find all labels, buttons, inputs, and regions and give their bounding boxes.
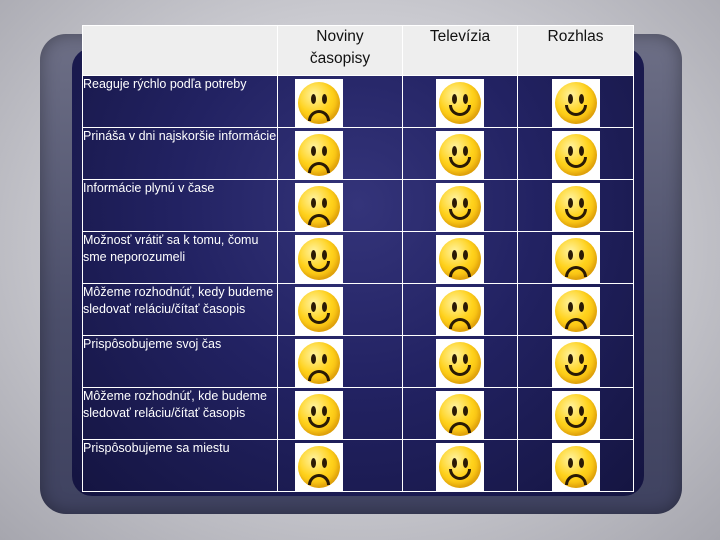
happy-face-icon — [439, 446, 481, 488]
rating-cell — [517, 439, 634, 492]
rating-cell — [517, 231, 634, 284]
sad-face-icon — [297, 82, 340, 124]
icon-box — [294, 183, 343, 231]
rating-cell — [277, 231, 403, 284]
rating-cell — [402, 283, 518, 336]
icon-box — [294, 287, 343, 335]
sad-face-icon — [439, 290, 481, 332]
table-row: Informácie plynú v čase — [82, 179, 634, 232]
header-televizia: Televízia — [402, 25, 518, 76]
icon-box — [294, 443, 343, 491]
comparison-table: Noviny časopisy Televízia Rozhlas Reaguj… — [82, 25, 634, 492]
table-row: Prináša v dni najskoršie informácie — [82, 127, 634, 180]
icon-box — [436, 287, 484, 335]
rating-cell — [517, 387, 634, 440]
rating-cell — [402, 231, 518, 284]
rating-cell — [402, 75, 518, 128]
icon-box — [436, 131, 484, 179]
rating-cell — [517, 283, 634, 336]
happy-face-icon — [554, 82, 597, 124]
table-row: Možnosť vrátiť sa k tomu, čomu sme nepor… — [82, 231, 634, 284]
rating-cell — [402, 127, 518, 180]
table-row: Môžeme rozhodnúť, kedy budeme sledovať r… — [82, 283, 634, 336]
sad-face-icon — [554, 238, 597, 280]
rating-cell — [517, 335, 634, 388]
rating-cell — [402, 179, 518, 232]
sad-face-icon — [297, 446, 340, 488]
row-label: Informácie plynú v čase — [82, 179, 278, 232]
header-rozhlas: Rozhlas — [517, 25, 634, 76]
happy-face-icon — [554, 342, 597, 384]
happy-face-icon — [439, 82, 481, 124]
row-label: Môžeme rozhodnúť, kedy budeme sledovať r… — [82, 283, 278, 336]
table-row: Prispôsobujeme svoj čas — [82, 335, 634, 388]
row-label: Možnosť vrátiť sa k tomu, čomu sme nepor… — [82, 231, 278, 284]
sad-face-icon — [297, 186, 340, 228]
icon-box — [551, 235, 600, 283]
icon-box — [551, 287, 600, 335]
happy-face-icon — [297, 290, 340, 332]
happy-face-icon — [554, 134, 597, 176]
icon-box — [294, 131, 343, 179]
happy-face-icon — [297, 394, 340, 436]
icon-box — [436, 183, 484, 231]
rating-cell — [402, 387, 518, 440]
icon-box — [436, 443, 484, 491]
rating-cell — [277, 179, 403, 232]
table-row: Prispôsobujeme sa miestu — [82, 439, 634, 492]
header-noviny-casopisy: Noviny časopisy — [277, 25, 403, 76]
row-label: Prispôsobujeme svoj čas — [82, 335, 278, 388]
row-label: Môžeme rozhodnúť, kde budeme sledovať re… — [82, 387, 278, 440]
rating-cell — [402, 439, 518, 492]
sad-face-icon — [297, 134, 340, 176]
happy-face-icon — [554, 186, 597, 228]
row-label: Prináša v dni najskoršie informácie — [82, 127, 278, 180]
icon-box — [551, 339, 600, 387]
rating-cell — [277, 387, 403, 440]
icon-box — [436, 235, 484, 283]
rating-cell — [277, 127, 403, 180]
rating-cell — [517, 179, 634, 232]
rating-cell — [277, 439, 403, 492]
header-row: Noviny časopisy Televízia Rozhlas — [82, 25, 634, 76]
rating-cell — [277, 335, 403, 388]
table-row: Môžeme rozhodnúť, kde budeme sledovať re… — [82, 387, 634, 440]
icon-box — [436, 391, 484, 439]
icon-box — [294, 235, 343, 283]
icon-box — [436, 79, 484, 127]
icon-box — [294, 339, 343, 387]
icon-box — [551, 443, 600, 491]
sad-face-icon — [439, 394, 481, 436]
icon-box — [551, 79, 600, 127]
rating-cell — [402, 335, 518, 388]
happy-face-icon — [439, 186, 481, 228]
icon-box — [551, 183, 600, 231]
sad-face-icon — [297, 342, 340, 384]
sad-face-icon — [439, 238, 481, 280]
rating-cell — [277, 75, 403, 128]
icon-box — [551, 391, 600, 439]
icon-box — [436, 339, 484, 387]
icon-box — [551, 131, 600, 179]
sad-face-icon — [554, 446, 597, 488]
rating-cell — [517, 127, 634, 180]
table-row: Reaguje rýchlo podľa potreby — [82, 75, 634, 128]
rating-cell — [517, 75, 634, 128]
happy-face-icon — [439, 134, 481, 176]
sad-face-icon — [554, 290, 597, 332]
icon-box — [294, 391, 343, 439]
happy-face-icon — [554, 394, 597, 436]
icon-box — [294, 79, 343, 127]
happy-face-icon — [297, 238, 340, 280]
happy-face-icon — [439, 342, 481, 384]
rating-cell — [277, 283, 403, 336]
row-label: Reaguje rýchlo podľa potreby — [82, 75, 278, 128]
header-cell-empty — [82, 25, 278, 76]
row-label: Prispôsobujeme sa miestu — [82, 439, 278, 492]
